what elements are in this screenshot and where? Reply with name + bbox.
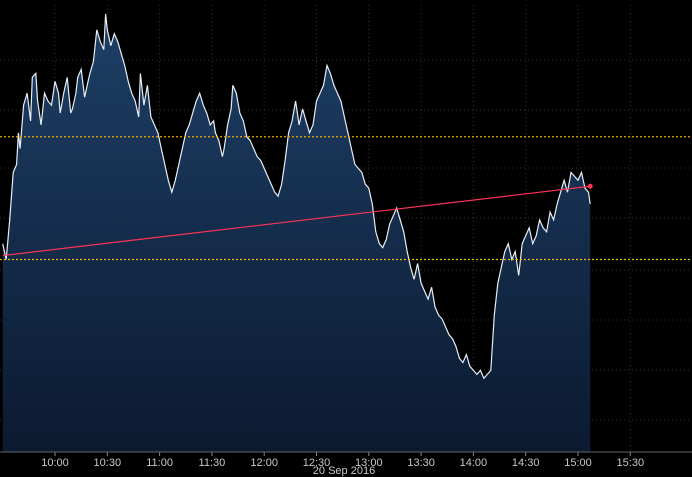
x-tick-label: 14:00 (460, 457, 488, 469)
x-tick-label: 12:00 (250, 457, 278, 469)
x-tick-label: 15:00 (564, 457, 592, 469)
x-tick-label: 10:30 (94, 457, 122, 469)
x-tick-label: 15:30 (617, 457, 645, 469)
trend-line (2, 185, 591, 257)
date-label: 20 Sep 2016 (313, 465, 375, 477)
price-area-layer (2, 13, 591, 452)
x-tick-label: 11:00 (146, 457, 173, 469)
x-tick-label: 11:30 (199, 457, 226, 469)
price-line (2, 13, 591, 380)
x-axis: 10:00 10:30 11:00 11:30 12:00 12:30 13:00 13:30… (0, 451, 692, 469)
x-tick-label: 12:30 (303, 457, 331, 469)
price-area (2, 14, 591, 452)
x-tick-label: 13:30 (407, 457, 435, 469)
x-tick-label: 10:00 (41, 457, 69, 469)
x-tick-label: 14:30 (512, 457, 540, 469)
x-tick-label: 13:00 (355, 457, 383, 469)
trend-line-endpoint (587, 183, 593, 189)
reference-lines (0, 136, 692, 261)
